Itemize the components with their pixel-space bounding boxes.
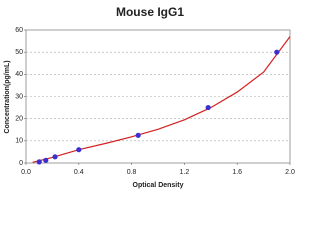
x-tick-label: 0.8 [127,169,137,176]
page: {"chart_data": {"type": "scatter", "titl… [3,5,295,189]
chart-title: Mouse IgG1 [116,5,184,19]
data-point [52,154,58,160]
chart: Mouse IgG1 Optical Density Concentration… [4,5,295,189]
y-tick-label: 0 [19,160,23,167]
y-tick-label: 30 [15,93,23,100]
data-point [43,157,49,163]
data-point [274,49,280,55]
y-tick-label: 50 [15,49,23,56]
fit-curve [32,36,291,163]
y-tick-label: 20 [15,116,23,123]
x-tick-label: 0.0 [21,169,31,176]
y-tick-label: 40 [15,71,23,78]
x-tick-label: 0.4 [74,169,84,176]
y-axis-label: Concentration(pg/mL) [4,60,11,133]
data-point [76,147,82,153]
data-point [205,104,211,111]
x-tick-label: 2.0 [285,169,295,176]
data-point [135,132,141,138]
y-tick-label: 10 [15,138,23,145]
data-point [36,159,42,165]
x-tick-label: 1.2 [180,169,190,176]
x-tick-label: 1.6 [232,169,242,176]
y-tick-label: 60 [15,27,23,34]
x-axis-label: Optical Density [133,182,184,189]
